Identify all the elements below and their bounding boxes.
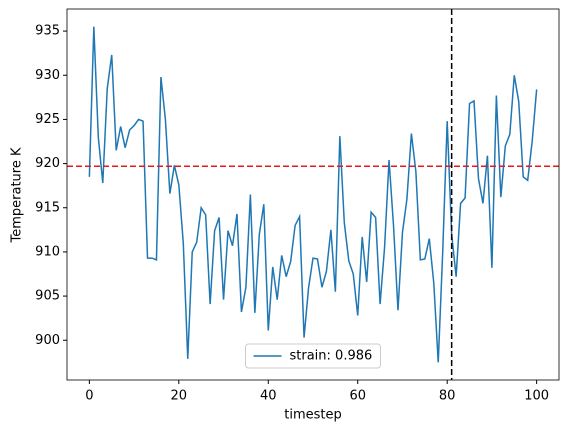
legend: strain: 0.986 <box>245 343 381 369</box>
legend-box <box>245 343 381 369</box>
y-tick-label: 930 <box>35 68 60 83</box>
y-tick-label: 915 <box>35 200 60 215</box>
y-tick-label: 900 <box>35 333 60 348</box>
y-tick-label: 910 <box>35 244 60 259</box>
y-tick-label: 920 <box>35 156 60 171</box>
x-axis-label: timestep <box>284 408 342 423</box>
x-tick-label: 40 <box>260 389 277 404</box>
data-line <box>88 26 538 363</box>
x-tick-label: 100 <box>524 389 549 404</box>
plot-frame <box>66 8 560 381</box>
y-tick-label: 905 <box>35 289 60 304</box>
y-tick-label: 925 <box>35 112 60 127</box>
x-tick-label: 60 <box>349 389 366 404</box>
x-tick-label: 80 <box>439 389 456 404</box>
x-tick-label: 20 <box>171 389 188 404</box>
legend-label: strain: 0.986 <box>290 349 373 364</box>
y-axis-label: Temperature K <box>10 147 25 243</box>
x-tick-label: 0 <box>85 389 93 404</box>
y-tick-label: 935 <box>35 24 60 39</box>
